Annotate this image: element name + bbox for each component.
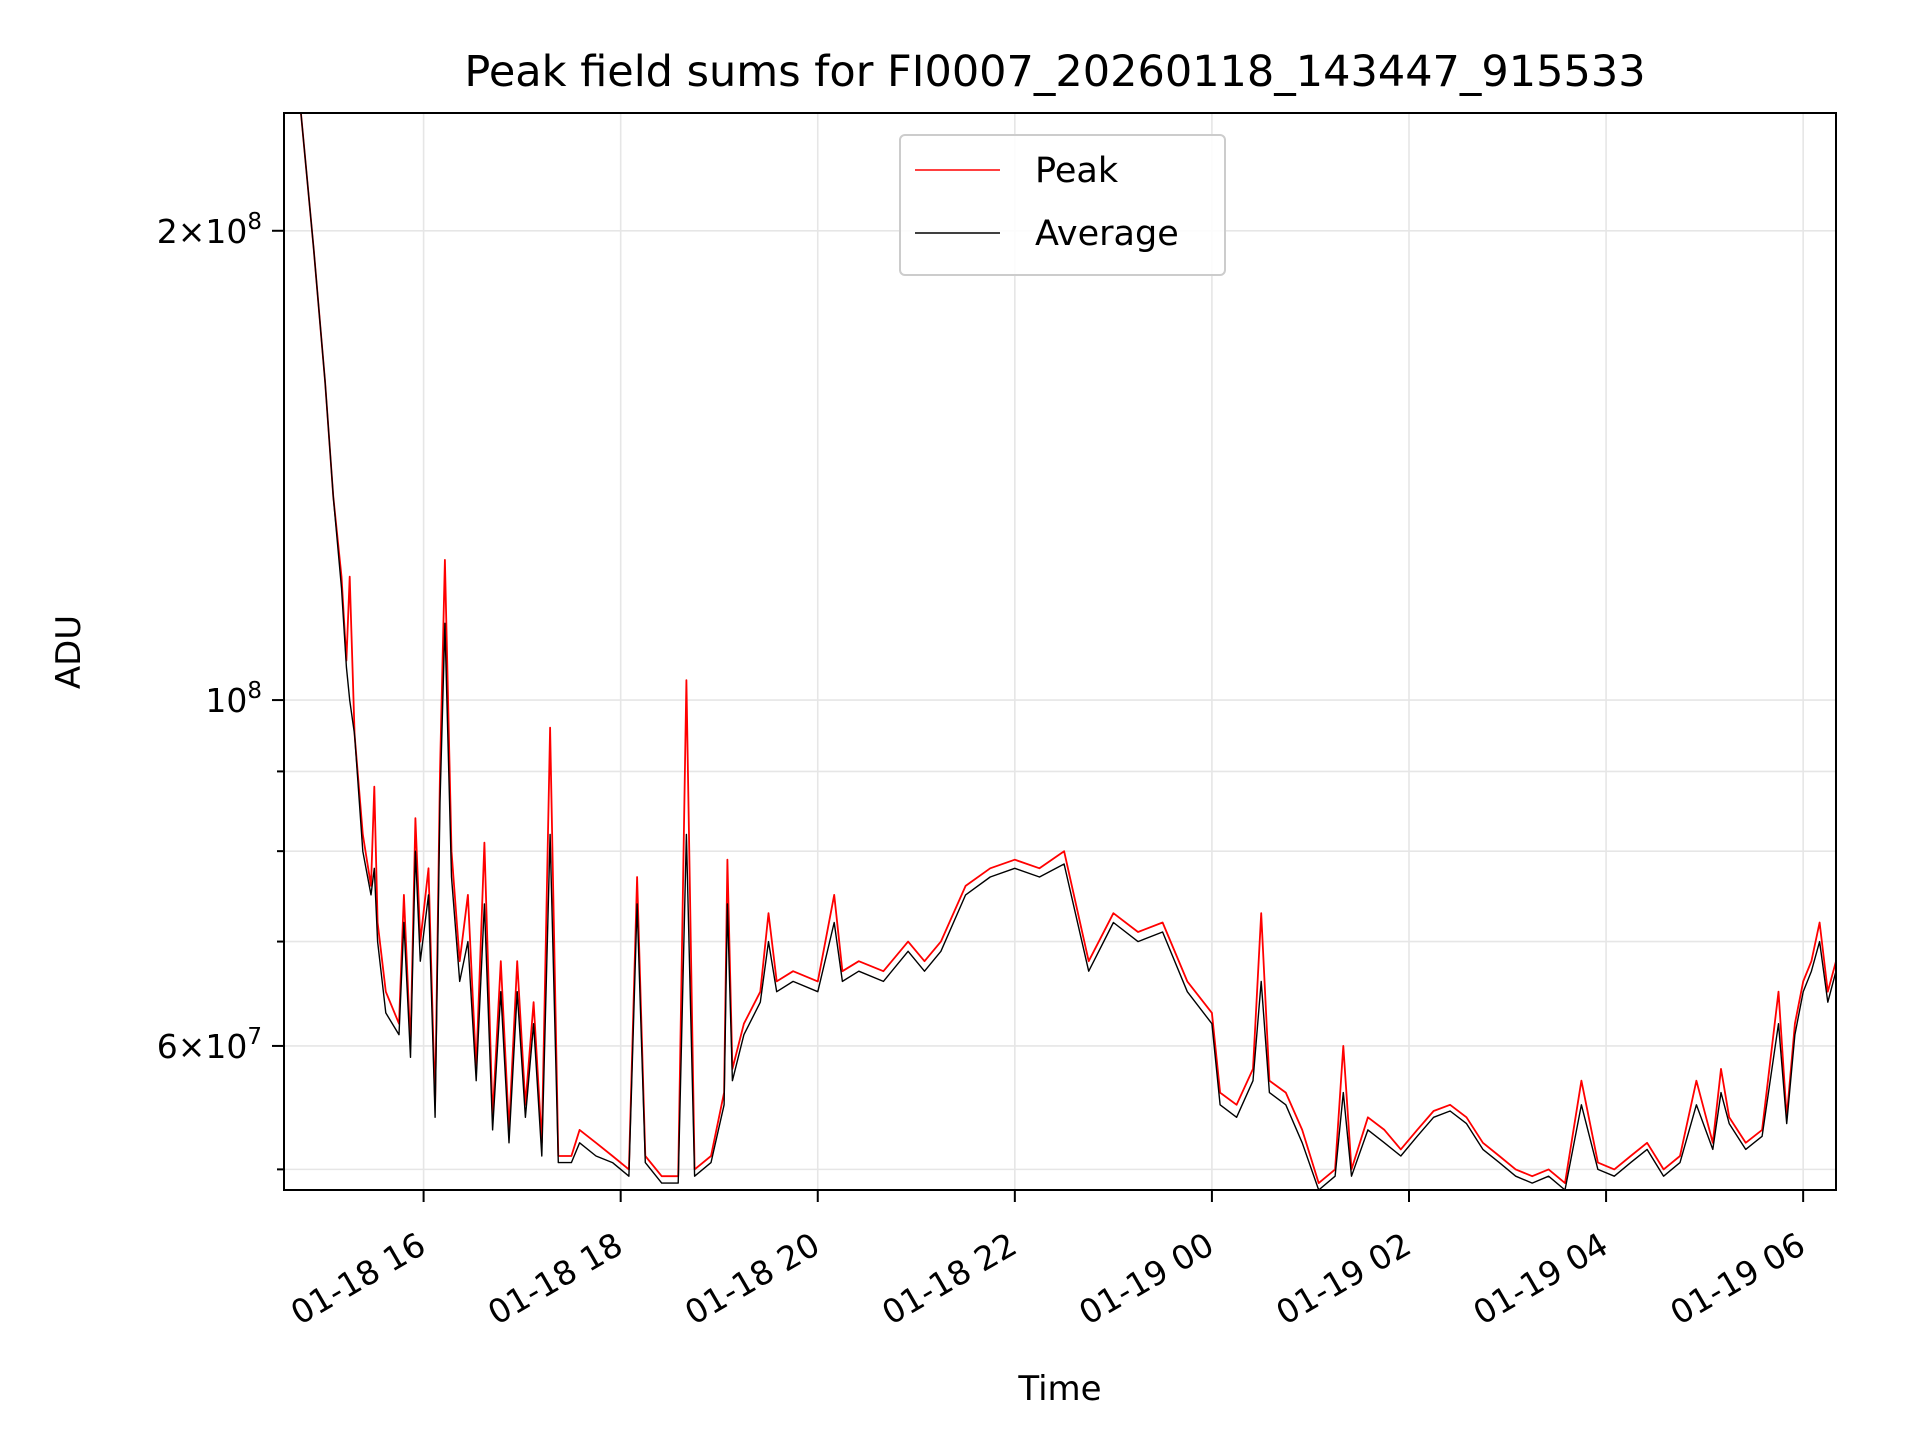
x-tick-label: 01-18 20 bbox=[678, 1225, 826, 1333]
y-axis: 2×108 108 6×107 bbox=[157, 209, 284, 1171]
plot-frame bbox=[283, 112, 1837, 1191]
x-tick-label: 01-18 22 bbox=[875, 1225, 1023, 1333]
x-tick-label: 01-18 18 bbox=[481, 1225, 629, 1333]
x-tick-label: 01-18 16 bbox=[284, 1225, 432, 1333]
x-axis: 01-18 16 01-18 18 01-18 20 01-18 22 01-19 00… bbox=[284, 1190, 1812, 1333]
x-axis-label: Time bbox=[1017, 1369, 1101, 1409]
y-tick-label: 2×108 bbox=[157, 209, 262, 251]
legend: Peak Average bbox=[899, 134, 1226, 276]
x-tick-label: 01-19 06 bbox=[1664, 1225, 1812, 1333]
x-tick-label: 01-19 04 bbox=[1466, 1225, 1614, 1333]
y-tick-label: 6×107 bbox=[157, 1024, 262, 1066]
y-axis-label: ADU bbox=[49, 615, 89, 689]
legend-label-average: Average bbox=[1035, 214, 1179, 254]
legend-label-peak: Peak bbox=[1035, 151, 1119, 191]
chart-title: Peak field sums for FI0007_20260118_1434… bbox=[464, 47, 1645, 97]
x-tick-label: 01-19 02 bbox=[1269, 1225, 1417, 1333]
y-tick-label: 108 bbox=[205, 678, 262, 720]
series-layer bbox=[300, 113, 1836, 1190]
series-line-average bbox=[300, 113, 1836, 1190]
x-tick-label: 01-19 00 bbox=[1072, 1225, 1220, 1333]
